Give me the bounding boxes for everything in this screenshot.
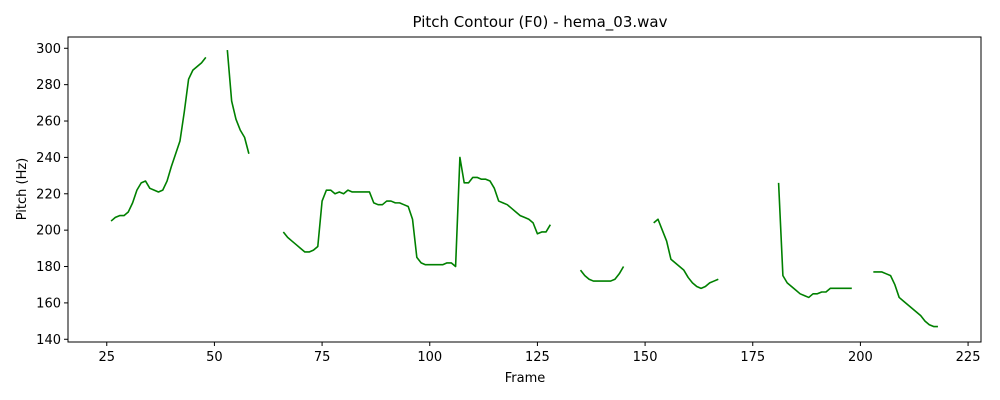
- y-tick-label: 240: [36, 151, 61, 166]
- x-tick-label: 150: [633, 350, 658, 365]
- pitch-segment-line-6: [777, 182, 852, 299]
- y-tick-label: 180: [36, 260, 61, 275]
- x-tick-label: 50: [206, 350, 223, 365]
- axes-layer: 25 50 75 100 125 150 175 200 225 140 160 180 200 220 2…: [36, 42, 980, 365]
- pitch-segment-line-5: [653, 218, 719, 290]
- y-tick-label: 220: [36, 187, 61, 202]
- pitch-segment-line-3: [282, 156, 552, 268]
- x-tick-label: 100: [417, 350, 442, 365]
- y-tick-label: 200: [36, 224, 61, 239]
- x-tick-label: 225: [956, 350, 981, 365]
- chart-title: Pitch Contour (F0) - hema_03.wav: [413, 13, 668, 32]
- pitch-segment-line-2: [226, 50, 250, 154]
- series-layer: [110, 50, 938, 328]
- x-tick-label: 25: [98, 350, 115, 365]
- pitch-segment-line-7: [873, 271, 938, 328]
- y-tick-label: 160: [36, 296, 61, 311]
- x-tick-label: 75: [314, 350, 331, 365]
- y-tick-label: 280: [36, 78, 61, 93]
- x-tick-label: 200: [848, 350, 873, 365]
- pitch-segment-line-1: [110, 56, 207, 222]
- plot-frame: [67, 36, 982, 343]
- x-axis-label: Frame: [505, 371, 546, 386]
- pitch-segment-line-4: [579, 266, 625, 282]
- x-tick-label: 125: [525, 350, 550, 365]
- y-tick-label: 260: [36, 115, 61, 130]
- y-axis-label: Pitch (Hz): [15, 158, 30, 221]
- y-tick-label: 140: [36, 333, 61, 348]
- x-tick-label: 175: [740, 350, 765, 365]
- y-tick-label: 300: [36, 42, 61, 57]
